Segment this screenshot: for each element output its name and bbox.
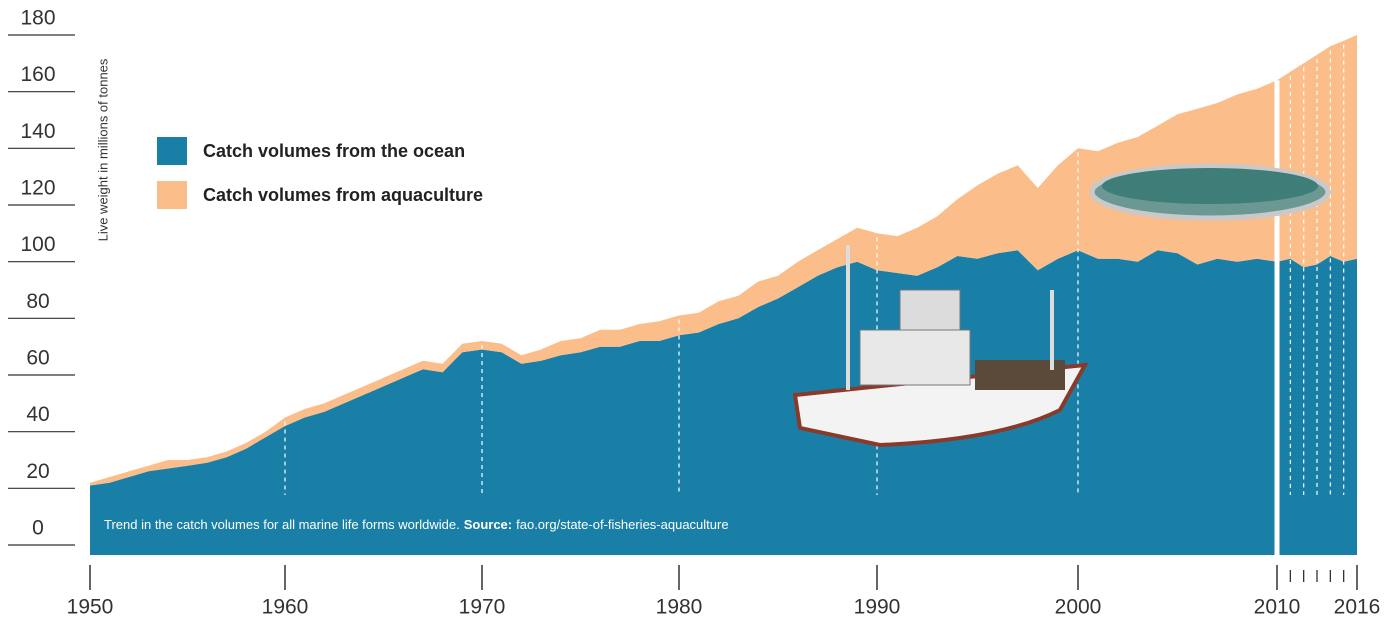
source-note: Trend in the catch volumes for all marin… [104,517,729,532]
x-tick-label: 1950 [67,596,114,619]
legend-label: Catch volumes from the ocean [203,141,465,161]
x-tick-label: 2000 [1055,596,1102,619]
legend-swatch [157,137,187,165]
y-tick-label: 80 [26,290,49,313]
x-tick-label: 1960 [262,596,309,619]
water-base [90,545,1357,555]
note-text: Trend in the catch volumes for all marin… [104,517,460,532]
y-axis-label: Live weight in millions of tonnes [95,58,110,241]
y-tick-label: 0 [32,517,44,540]
y-tick-label: 100 [20,233,55,256]
x-tick-label: 1980 [656,596,703,619]
source-label: Source: [464,517,512,532]
x-tick-label: 1970 [459,596,506,619]
y-tick-label: 20 [26,460,49,483]
illustrations [792,163,1331,448]
area [90,250,1357,546]
plot [90,35,1357,555]
x-tick-label: 2010 [1254,596,1301,619]
source-url: fao.org/state-of-fisheries-aquaculture [516,517,728,532]
boat-cabin [859,329,971,386]
area [90,35,1357,486]
y-tick-label: 120 [20,177,55,200]
legend-label: Catch volumes from aquaculture [203,185,483,205]
y-tick-label: 40 [26,403,49,426]
x-tick-label: 2016 [1334,596,1381,619]
x-tick-label: 1990 [854,596,901,619]
net-pen-water [1102,168,1318,204]
y-tick-label: 180 [20,7,55,30]
legend-swatch [157,181,187,209]
boat-bridge [899,289,961,331]
y-tick-label: 60 [26,347,49,370]
y-tick-label: 140 [20,120,55,143]
y-tick-label: 160 [20,63,55,86]
